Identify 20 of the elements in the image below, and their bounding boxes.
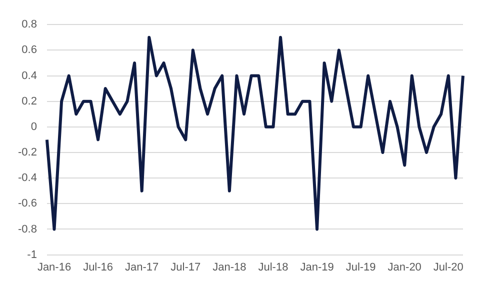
x-tick-label: Jul-16 xyxy=(83,261,114,274)
x-tick-label: Jan-20 xyxy=(388,261,422,274)
y-tick-label: -1 xyxy=(27,248,37,261)
y-tick-label: -0.4 xyxy=(18,172,37,184)
x-tick-label: Jul-20 xyxy=(433,261,464,274)
y-tick-label: -0.8 xyxy=(18,223,37,236)
y-tick-label: 0.4 xyxy=(22,70,37,82)
y-tick-label: -0.6 xyxy=(18,198,37,210)
x-tick-label: Jul-19 xyxy=(346,261,376,274)
x-tick-label: Jan-19 xyxy=(300,261,334,274)
x-tick-label: Jul-18 xyxy=(258,261,288,274)
x-tick-label: Jan-17 xyxy=(125,261,159,274)
y-tick-label: 0.6 xyxy=(22,44,37,56)
x-tick-label: Jan-18 xyxy=(212,261,246,274)
y-tick-label: 0.8 xyxy=(22,18,37,31)
x-tick-label: Jul-17 xyxy=(170,261,201,274)
x-tick-label: Jan-16 xyxy=(37,261,72,274)
y-tick-label: 0.2 xyxy=(22,95,37,108)
y-tick-label: 0 xyxy=(30,120,37,133)
y-tick-label: -0.2 xyxy=(18,146,37,159)
